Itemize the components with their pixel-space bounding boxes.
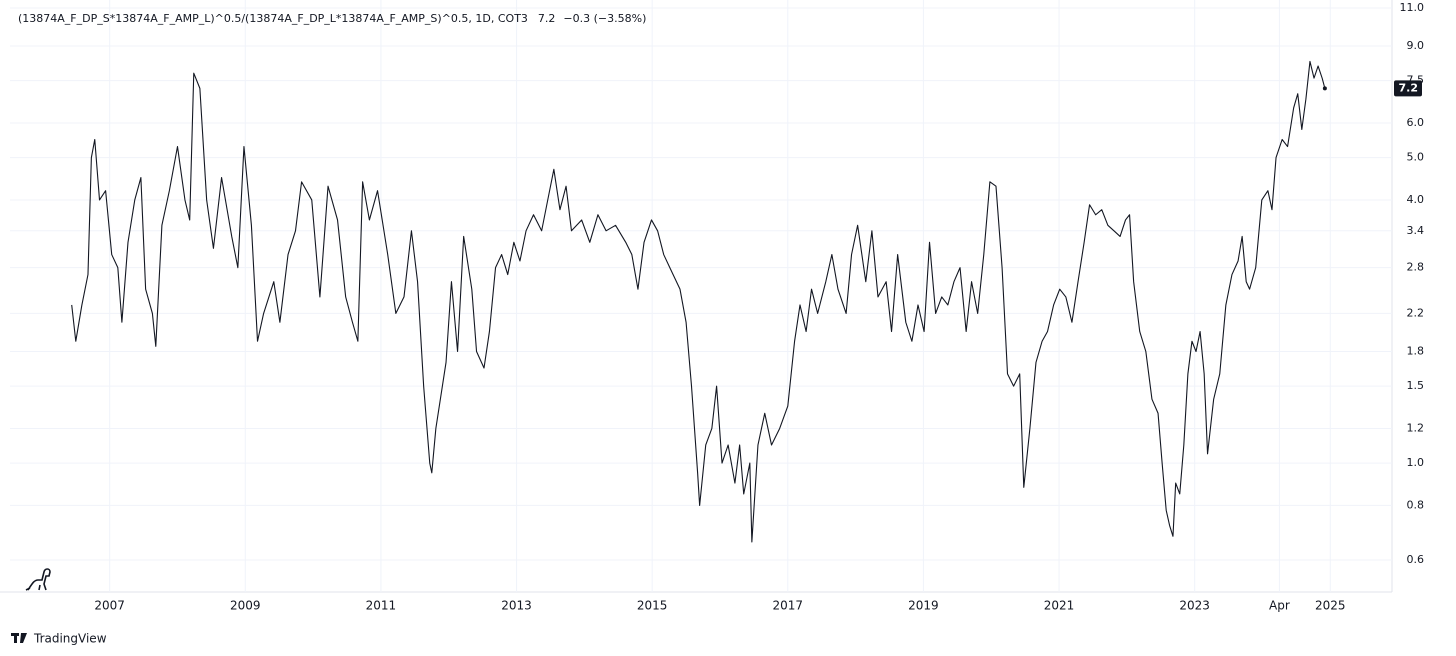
x-tick-label: 2019 — [908, 599, 939, 613]
y-tick-label: 5.0 — [1407, 151, 1425, 164]
x-tick-label: 2009 — [230, 599, 261, 613]
x-tick-label: 2023 — [1179, 599, 1210, 613]
last-value: 7.2 — [538, 12, 556, 25]
last-point — [1322, 86, 1327, 91]
branding: TradingView — [33, 632, 107, 646]
y-tick-label: 3.4 — [1407, 224, 1425, 237]
y-tick-label: 1.8 — [1407, 345, 1425, 358]
y-tick-label: 11.0 — [1400, 1, 1425, 14]
price-box-label: 7.2 — [1399, 81, 1419, 94]
y-tick-label: 0.8 — [1407, 498, 1425, 511]
y-tick-label: 2.8 — [1407, 261, 1425, 274]
y-tick-label: 9.0 — [1407, 39, 1425, 52]
x-tick-label: 2025 — [1315, 599, 1346, 613]
y-tick-label: 6.0 — [1407, 116, 1425, 129]
y-tick-label: 0.6 — [1407, 553, 1425, 566]
tv-logo — [11, 633, 27, 643]
y-tick-label: 2.2 — [1407, 306, 1425, 319]
x-tick-label: 2011 — [366, 599, 397, 613]
price-box — [1394, 80, 1422, 97]
change: −0.3 (−3.58%) — [563, 12, 646, 25]
series-line — [71, 60, 1326, 543]
y-tick-label: 1.5 — [1407, 379, 1425, 392]
x-tick-label: 2007 — [94, 599, 125, 613]
x-tick-label: 2013 — [501, 599, 532, 613]
x-tick-label: 2015 — [637, 599, 668, 613]
y-tick-label: 1.2 — [1407, 421, 1425, 434]
ticks: 0.60.81.01.21.51.82.22.83.44.05.06.07.59… — [10, 0, 1424, 613]
chart-title: (13874A_F_DP_S*13874A_F_AMP_L)^0.5/(1387… — [18, 12, 528, 25]
y-tick-label: 1.0 — [1407, 456, 1425, 469]
dino-logo — [25, 568, 51, 591]
y-tick-label: 4.0 — [1407, 193, 1425, 206]
plot: 7.2 — [71, 60, 1422, 543]
x-tick-label: Apr — [1269, 599, 1290, 613]
x-tick-label: 2017 — [773, 599, 804, 613]
x-tick-label: 2021 — [1044, 599, 1075, 613]
